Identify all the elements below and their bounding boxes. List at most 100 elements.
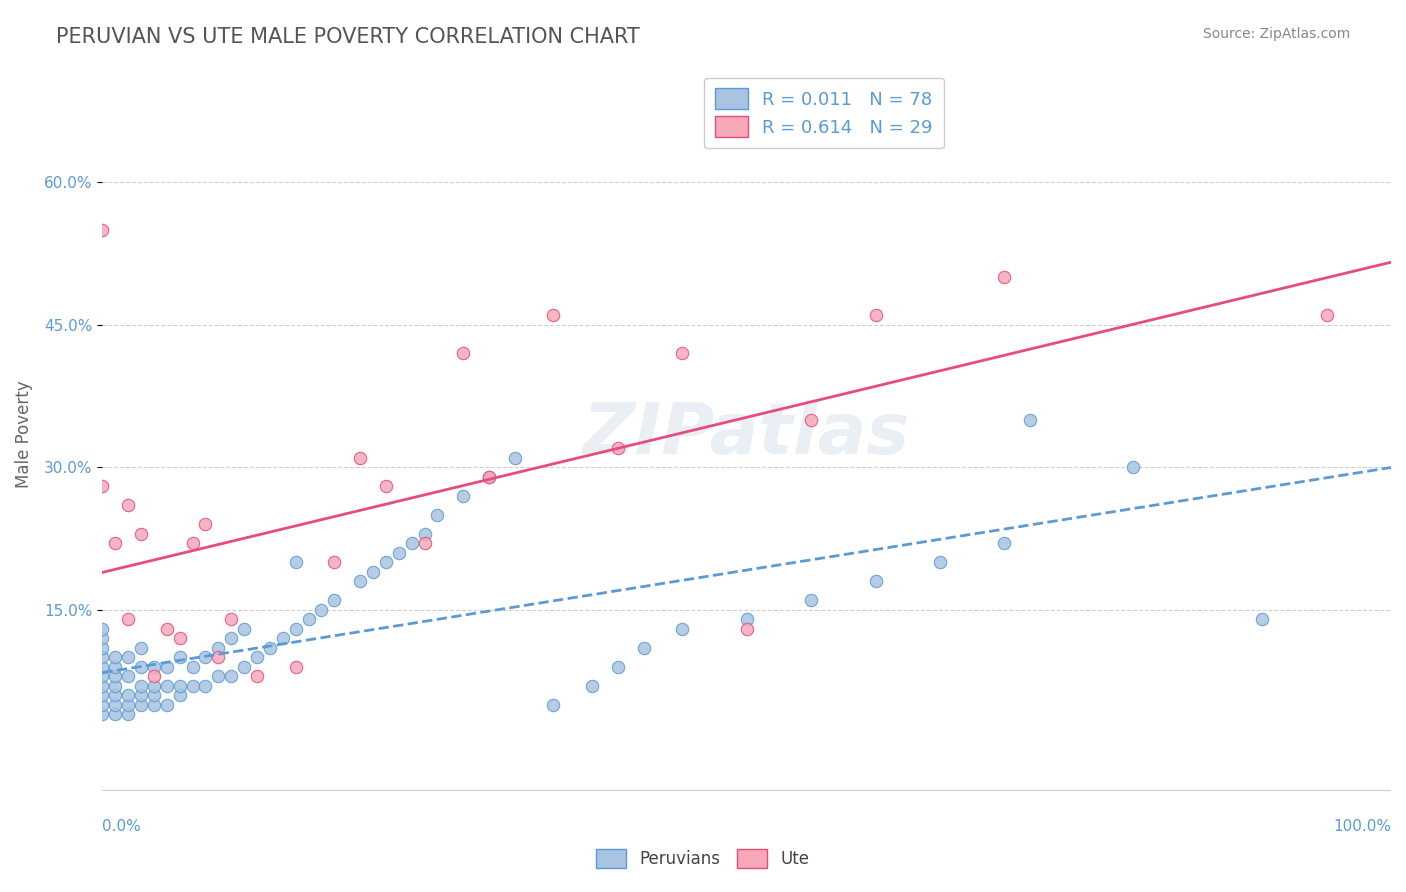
Point	[194, 517, 217, 532]
Point	[284, 555, 307, 569]
Point	[284, 659, 307, 673]
Point	[451, 489, 474, 503]
Point	[194, 679, 217, 693]
Point	[503, 450, 526, 465]
Point	[91, 688, 114, 702]
Point	[451, 346, 474, 360]
Point	[388, 546, 411, 560]
Point	[671, 622, 693, 636]
Point	[142, 669, 165, 683]
Point	[91, 679, 114, 693]
Point	[219, 612, 242, 626]
Point	[543, 698, 565, 712]
Point	[207, 640, 229, 655]
Point	[142, 679, 165, 693]
Point	[91, 479, 114, 493]
Point	[104, 669, 127, 683]
Point	[349, 450, 371, 465]
Point	[413, 536, 436, 550]
Point	[129, 640, 152, 655]
Point	[104, 536, 127, 550]
Y-axis label: Male Poverty: Male Poverty	[15, 380, 32, 488]
Point	[929, 555, 952, 569]
Point	[91, 223, 114, 237]
Point	[142, 659, 165, 673]
Point	[361, 565, 384, 579]
Point	[606, 442, 628, 456]
Point	[271, 631, 294, 645]
Point	[284, 622, 307, 636]
Point	[91, 698, 114, 712]
Point	[735, 622, 758, 636]
Point	[181, 679, 204, 693]
Point	[323, 593, 346, 607]
Point	[297, 612, 319, 626]
Point	[169, 631, 191, 645]
Point	[117, 707, 139, 722]
Point	[800, 593, 823, 607]
Point	[543, 309, 565, 323]
Legend: Peruvians, Ute: Peruvians, Ute	[589, 842, 817, 875]
Point	[1122, 460, 1144, 475]
Point	[865, 574, 887, 589]
Point	[478, 469, 501, 483]
Point	[374, 555, 396, 569]
Point	[1019, 413, 1042, 427]
Text: Source: ZipAtlas.com: Source: ZipAtlas.com	[1202, 27, 1350, 41]
Point	[671, 346, 693, 360]
Point	[311, 602, 333, 616]
Point	[91, 640, 114, 655]
Point	[117, 650, 139, 665]
Point	[117, 669, 139, 683]
Point	[169, 650, 191, 665]
Point	[1316, 309, 1339, 323]
Point	[129, 659, 152, 673]
Point	[117, 498, 139, 512]
Point	[800, 413, 823, 427]
Text: 0.0%: 0.0%	[103, 819, 141, 833]
Point	[104, 698, 127, 712]
Point	[104, 659, 127, 673]
Point	[633, 640, 655, 655]
Point	[735, 612, 758, 626]
Point	[156, 659, 179, 673]
Point	[246, 650, 269, 665]
Point	[91, 659, 114, 673]
Point	[156, 622, 179, 636]
Point	[219, 669, 242, 683]
Point	[323, 555, 346, 569]
Point	[117, 698, 139, 712]
Point	[413, 526, 436, 541]
Point	[91, 631, 114, 645]
Point	[91, 622, 114, 636]
Point	[181, 659, 204, 673]
Point	[142, 698, 165, 712]
Point	[194, 650, 217, 665]
Point	[104, 650, 127, 665]
Point	[91, 650, 114, 665]
Point	[181, 536, 204, 550]
Point	[993, 270, 1015, 285]
Point	[401, 536, 423, 550]
Point	[426, 508, 449, 522]
Point	[104, 688, 127, 702]
Point	[169, 679, 191, 693]
Point	[581, 679, 603, 693]
Text: PERUVIAN VS UTE MALE POVERTY CORRELATION CHART: PERUVIAN VS UTE MALE POVERTY CORRELATION…	[56, 27, 640, 46]
Point	[156, 679, 179, 693]
Point	[1251, 612, 1274, 626]
Point	[233, 622, 256, 636]
Point	[207, 669, 229, 683]
Point	[349, 574, 371, 589]
Point	[142, 688, 165, 702]
Point	[104, 679, 127, 693]
Point	[91, 707, 114, 722]
Text: ZIPatlas: ZIPatlas	[583, 400, 910, 468]
Point	[374, 479, 396, 493]
Point	[259, 640, 281, 655]
Point	[478, 469, 501, 483]
Point	[117, 612, 139, 626]
Point	[246, 669, 269, 683]
Point	[129, 698, 152, 712]
Point	[169, 688, 191, 702]
